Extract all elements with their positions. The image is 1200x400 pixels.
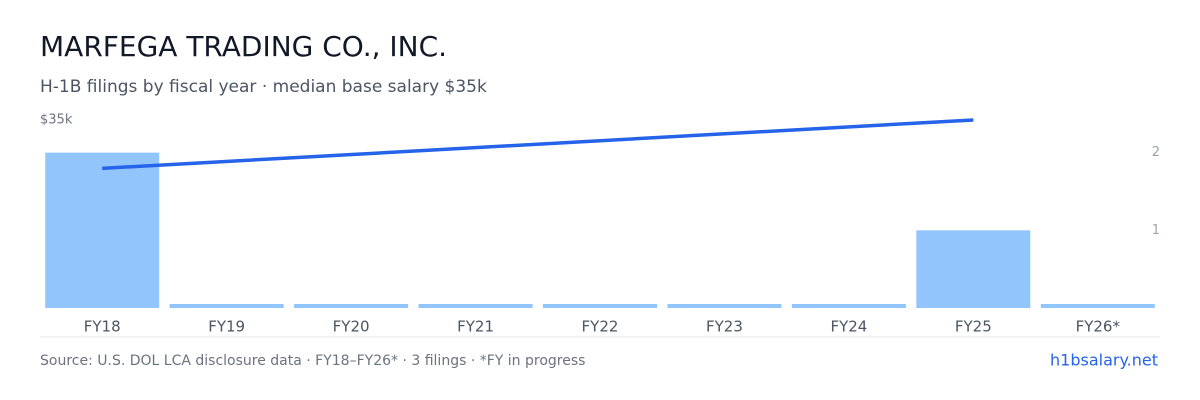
salary-line	[102, 118, 974, 171]
y2-tick-label: 1	[1152, 223, 1160, 238]
bar	[418, 304, 533, 308]
x-tick-label: FY21	[457, 318, 494, 336]
x-tick-label: FY18	[84, 318, 121, 336]
bar	[1040, 304, 1155, 308]
bar	[294, 304, 409, 308]
x-tick-label: FY23	[706, 318, 743, 336]
x-tick-label: FY19	[208, 318, 245, 336]
chart-subtitle: H-1B filings by fiscal year · median bas…	[40, 77, 487, 97]
bar	[45, 152, 160, 308]
bar	[916, 230, 1031, 308]
footer-brand[interactable]: h1bsalary.net	[1050, 351, 1158, 370]
x-tick-label: FY22	[582, 318, 619, 336]
bar	[667, 304, 782, 308]
x-tick-label: FY20	[333, 318, 370, 336]
x-tick-label: FY24	[830, 318, 867, 336]
chart-title: MARFEGA TRADING CO., INC.	[40, 30, 447, 63]
footer-source: Source: U.S. DOL LCA disclosure data · F…	[40, 353, 585, 369]
y-tick-label: $35k	[40, 113, 73, 128]
x-tick-label: FY25	[955, 318, 992, 336]
x-tick-label: FY26*	[1076, 318, 1121, 336]
y2-tick-label: 2	[1152, 145, 1160, 160]
bar	[169, 304, 284, 308]
bar	[543, 304, 657, 308]
bar	[791, 304, 906, 308]
